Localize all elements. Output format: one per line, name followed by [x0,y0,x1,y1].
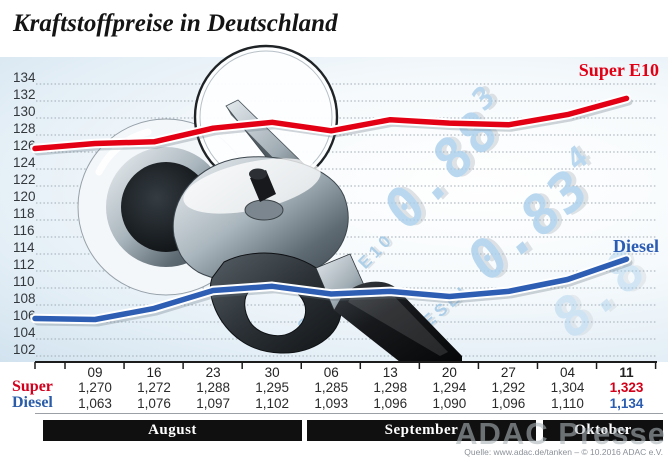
month-bar-september: September [307,420,536,441]
table-cell: 27 [500,365,516,380]
y-axis-label: 134 [13,70,36,85]
table-cell: 1,323 [609,380,644,395]
table-cell: 1,304 [550,380,585,395]
table-cell: 1,272 [137,380,171,395]
table-cell: 30 [264,365,280,380]
line-diesel [30,254,632,325]
source-note: Quelle: www.adac.de/tanken – © 10.2016 A… [464,447,663,457]
table-cell: 1,110 [551,396,584,411]
y-axis-label: 114 [13,240,35,255]
y-axis-label: 116 [13,223,35,238]
adac-presse-watermark: ADAC Presse [455,416,666,451]
line-diesel [32,256,630,323]
table-cell: 16 [146,365,162,380]
magnifier-circle [193,44,339,190]
table-cell: 1,097 [196,396,230,411]
table-cell: 23 [205,365,221,380]
y-axis-label: 128 [13,121,36,136]
table-cell: 1,292 [491,380,526,395]
table-cell: 1,102 [255,396,290,411]
table-cell: 06 [323,365,339,380]
table-row-label-super: Super [12,378,53,395]
table-cell: 1,298 [373,380,408,395]
y-axis-label: 122 [13,172,36,187]
y-axis-label: 132 [13,87,36,102]
y-axis-label: 120 [13,189,36,204]
table-cell: 1,295 [255,380,290,395]
table-cell: 20 [441,365,457,380]
y-axis-label: 126 [13,138,36,153]
table-cell: 1,288 [196,380,230,395]
y-axis-label: 104 [13,325,36,340]
y-axis-label: 118 [13,206,35,221]
table-cell: 04 [559,365,575,380]
table-cell: 11 [619,365,634,380]
table-cell: 1,093 [314,396,349,411]
y-axis-label: 102 [13,342,36,357]
table-cell: 13 [382,365,398,380]
month-bar-august: August [43,420,302,441]
table-cell: 1,096 [491,396,526,411]
y-axis-label: 110 [13,274,35,289]
table-divider [35,413,663,414]
table-cell: 1,063 [78,396,112,411]
month-bar-oktober: Oktober [543,420,663,441]
line-super-e10 [32,95,630,152]
table-cell: 1,096 [373,396,408,411]
y-axis-label: 112 [13,257,35,272]
table-cell: 09 [87,365,103,380]
nozzle-body [172,99,349,283]
y-axis-label: 106 [13,308,36,323]
legend-diesel: Diesel [613,236,659,256]
table-row-label-diesel: Diesel [12,394,53,411]
legend-super-e10: Super E10 [578,60,659,80]
table-cell: 1,285 [314,380,349,395]
y-axis-label: 130 [13,104,36,119]
table-cell: 1,134 [609,396,644,411]
table-cell: 1,076 [137,396,171,411]
table-cell: 1,090 [432,396,467,411]
table-cell: 1,294 [432,380,467,395]
y-axis-label: 124 [13,155,36,170]
page-title: Kraftstoffpreise in Deutschland [13,10,338,37]
table-cell: 1,270 [78,380,112,395]
y-axis-label: 108 [13,291,36,306]
